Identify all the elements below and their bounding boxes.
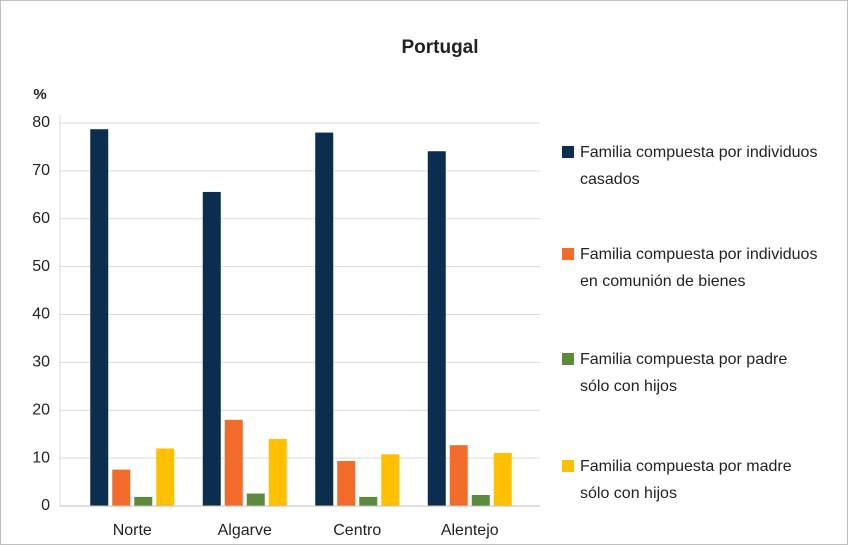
y-axis-label: %: [33, 86, 46, 103]
bar: [337, 460, 356, 506]
y-tick-label: 50: [32, 258, 50, 275]
legend-item: Familia compuesta por padre sólo con hij…: [560, 346, 820, 400]
y-tick-label: 30: [32, 354, 50, 371]
legend-item: Familia compuesta por madre sólo con hij…: [560, 453, 820, 507]
bar: [493, 452, 512, 506]
y-tick-label: 0: [41, 497, 50, 514]
chart-title: Portugal: [401, 37, 478, 58]
y-tick-label: 20: [32, 401, 50, 418]
y-tick-label: 40: [32, 306, 50, 323]
bar: [224, 419, 243, 506]
x-tick-label: Norte: [113, 522, 152, 539]
legend-label: Familia compuesta por individuos casados: [580, 144, 818, 188]
bar: [427, 151, 446, 506]
bar: [156, 448, 175, 506]
x-tick-label: Alentejo: [441, 522, 499, 539]
bar: [471, 494, 490, 506]
bar: [315, 132, 334, 506]
legend-swatch: [562, 248, 574, 260]
y-tick-label: 10: [32, 449, 50, 466]
legend-label: Familia compuesta por madre sólo con hij…: [580, 458, 792, 502]
legend-swatch: [562, 460, 574, 472]
y-tick-label: 60: [32, 210, 50, 227]
legend-item: Familia compuesta por individuos casados: [560, 139, 820, 193]
bar: [381, 454, 400, 506]
bar: [202, 191, 221, 506]
bar: [449, 445, 468, 506]
y-tick-label: 80: [32, 114, 50, 131]
x-tick-label: Centro: [333, 522, 381, 539]
bar: [134, 496, 153, 506]
legend-swatch: [562, 353, 574, 365]
bar: [268, 438, 287, 506]
bar: [90, 129, 109, 506]
legend-item: Familia compuesta por individuos en comu…: [560, 241, 820, 295]
x-tick-label: Algarve: [218, 522, 272, 539]
bar: [359, 496, 378, 506]
y-tick-label: 70: [32, 162, 50, 179]
legend-swatch: [562, 146, 574, 158]
bar: [112, 469, 131, 506]
legend-label: Familia compuesta por padre sólo con hij…: [580, 351, 788, 395]
bar: [246, 493, 265, 506]
legend-label: Familia compuesta por individuos en comu…: [580, 246, 818, 290]
